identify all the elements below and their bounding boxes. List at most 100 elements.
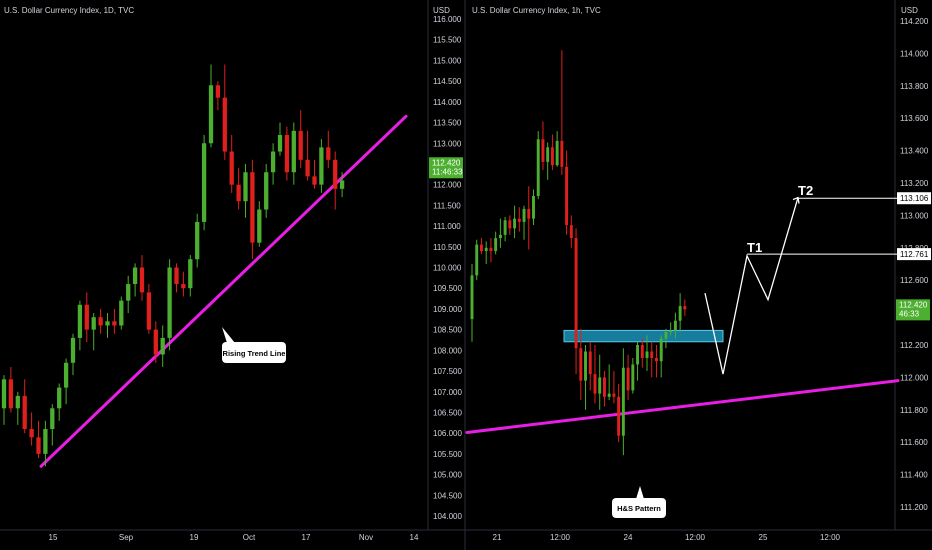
right-x-tick-label: 12:00 — [820, 533, 841, 542]
left-candle — [312, 176, 317, 185]
right-candle — [513, 218, 517, 229]
right-candle — [541, 139, 545, 162]
right-candle — [522, 208, 526, 222]
right-candle — [550, 147, 554, 166]
right-candle — [593, 374, 597, 394]
right-y-tick-label: 113.800 — [900, 82, 929, 91]
left-y-tick-label: 106.500 — [433, 408, 462, 417]
right-candle — [664, 332, 668, 339]
right-t2-price-value: 113.106 — [900, 194, 929, 203]
right-candle — [546, 147, 550, 162]
left-y-tick-label: 110.500 — [433, 243, 462, 252]
right-candle — [536, 139, 540, 196]
left-y-tick-label: 108.500 — [433, 326, 462, 335]
right-candle — [565, 166, 569, 226]
right-price-tag — [896, 299, 930, 321]
left-y-tick-label: 105.500 — [433, 450, 462, 459]
right-t1-price-value: 112.761 — [900, 250, 929, 259]
right-t2-price-tag — [897, 192, 931, 205]
right-projection-path — [704, 197, 799, 375]
left-y-tick-label: 108.000 — [433, 346, 462, 355]
right-candle — [555, 140, 559, 166]
right-candle — [517, 218, 521, 222]
right-candle — [569, 225, 573, 239]
right-x-tick-label: 12:00 — [685, 533, 706, 542]
right-candle — [669, 330, 673, 333]
left-candle — [112, 321, 117, 326]
left-y-tick-label: 107.500 — [433, 367, 462, 376]
right-annotation-label: H&S Pattern — [617, 504, 661, 513]
left-candle — [126, 284, 131, 301]
currency-label-right: USD — [901, 6, 918, 15]
left-candle — [50, 408, 55, 430]
right-y-tick-label: 114.200 — [900, 17, 929, 26]
left-y-tick-label: 113.500 — [433, 119, 462, 128]
right-candle — [579, 348, 583, 381]
right-y-tick-label: 111.200 — [900, 503, 928, 512]
left-candle — [98, 317, 103, 326]
right-t2-label: T2 — [798, 183, 813, 198]
left-candle — [250, 172, 255, 243]
left-candle — [8, 379, 14, 409]
right-x-tick-label: 24 — [624, 533, 633, 542]
right-candle — [588, 351, 592, 375]
left-candle — [243, 172, 248, 202]
right-annotation-pointer — [636, 486, 644, 499]
right-y-tick-label: 113.000 — [900, 211, 929, 220]
right-candle — [498, 234, 502, 239]
left-y-tick-label: 109.500 — [433, 284, 462, 293]
right-projection-arrowhead — [792, 196, 800, 204]
left-candle — [174, 267, 179, 285]
right-candle — [607, 393, 611, 397]
right-x-tick-label: 21 — [493, 533, 502, 542]
left-candle — [188, 259, 193, 289]
right-resistance-zone — [563, 329, 724, 343]
left-candle — [291, 130, 296, 173]
right-t1-price-tag — [897, 248, 931, 261]
right-y-tick-label: 114.000 — [900, 49, 929, 58]
chart-title-left: U.S. Dollar Currency Index, 1D, TVC — [4, 6, 135, 15]
right-y-tick-label: 112.200 — [900, 341, 929, 350]
left-candle — [305, 159, 310, 177]
right-candle — [621, 367, 625, 436]
left-y-tick-label: 107.000 — [433, 388, 462, 397]
left-annotation-label: Rising Trend Line — [223, 349, 286, 358]
left-price-tag-countdown: 11:46:33 — [432, 167, 463, 176]
right-price-tag-value: 112.420 — [899, 300, 928, 309]
left-x-tick-label: 19 — [190, 533, 199, 542]
right-candle — [503, 220, 507, 235]
right-annotation-box — [612, 498, 666, 518]
left-candle — [70, 337, 76, 363]
right-candle — [683, 306, 687, 310]
right-trend-line — [465, 379, 900, 434]
left-candle — [160, 337, 165, 355]
right-candle — [650, 351, 654, 358]
right-candle — [470, 275, 474, 320]
left-candle — [84, 304, 89, 330]
left-candle — [1, 379, 7, 409]
left-y-tick-label: 106.000 — [433, 429, 462, 438]
right-t1-label: T1 — [747, 240, 762, 255]
left-candle — [167, 267, 172, 338]
left-y-tick-label: 105.000 — [433, 471, 462, 480]
right-candle — [678, 306, 682, 321]
right-y-tick-label: 113.600 — [900, 114, 929, 123]
left-candle — [105, 321, 110, 326]
left-candle — [57, 387, 62, 409]
left-x-tick-label: 14 — [410, 533, 419, 542]
left-candle — [146, 292, 152, 330]
left-y-tick-label: 114.000 — [433, 98, 462, 107]
left-candle — [229, 151, 234, 185]
left-candle — [195, 221, 200, 260]
right-candle — [475, 244, 479, 276]
left-x-tick-label: Oct — [243, 533, 256, 542]
left-candle — [77, 304, 83, 338]
left-y-tick-label: 110.000 — [433, 264, 462, 273]
left-price-tag — [429, 157, 463, 179]
right-candle — [645, 351, 649, 358]
left-y-tick-label: 116.000 — [433, 15, 462, 24]
right-candle — [636, 345, 640, 365]
left-candle — [284, 134, 290, 173]
currency-label-left: USD — [433, 6, 450, 15]
